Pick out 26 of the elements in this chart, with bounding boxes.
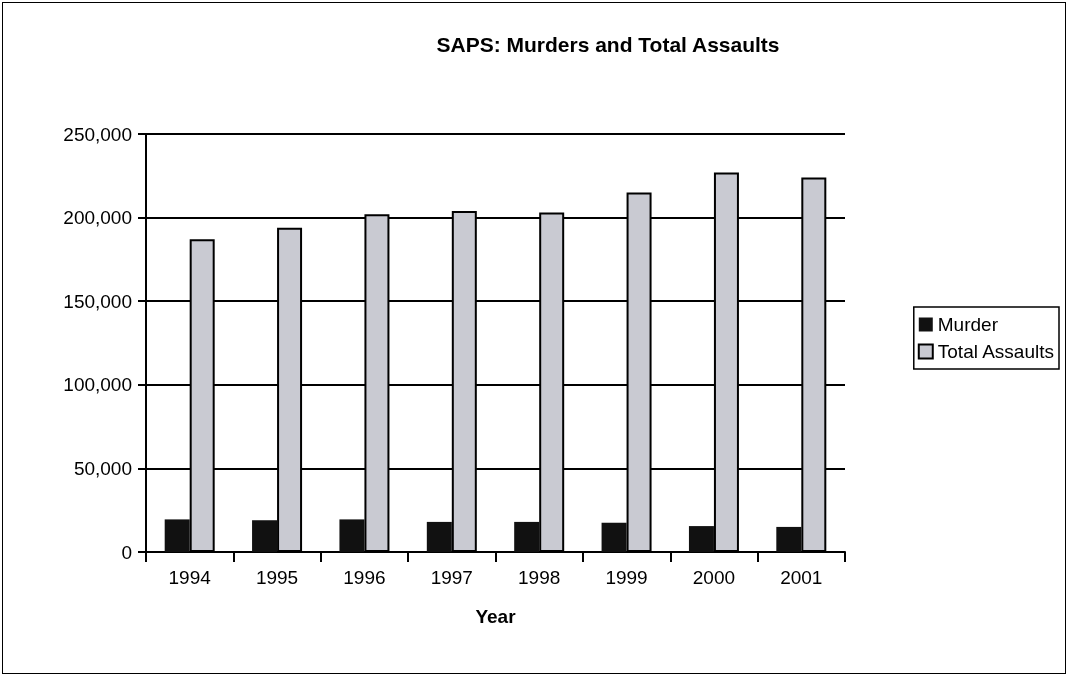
x-tick-label: 1999 [605, 567, 648, 588]
x-tick-label: 1996 [343, 567, 386, 588]
x-axis-title: Year [475, 606, 517, 627]
legend-label: Total Assaults [937, 341, 1054, 362]
x-tick-label: 2000 [692, 567, 736, 588]
bar [688, 526, 714, 552]
chart-title: SAPS: Murders and Total Assaults [436, 33, 780, 56]
y-tick-label: 250,000 [63, 123, 132, 145]
x-tick-label: 2001 [780, 567, 823, 588]
y-tick-label: 150,000 [63, 290, 132, 312]
y-tick-label: 100,000 [63, 374, 132, 396]
x-tick-label: 1994 [168, 567, 212, 588]
x-tick-label: 1997 [430, 567, 473, 588]
bar [339, 519, 365, 552]
bar [776, 526, 802, 552]
bar [252, 520, 278, 552]
y-tick-label: 50,000 [73, 457, 132, 479]
bar [164, 519, 190, 552]
y-tick-label: 0 [121, 541, 132, 563]
bar [426, 521, 452, 552]
x-tick-label: 1995 [255, 567, 299, 588]
bar [514, 521, 540, 552]
y-tick-label: 200,000 [63, 207, 132, 229]
x-tick-label: 1998 [518, 567, 561, 588]
bar [601, 522, 627, 552]
legend-label: Murder [937, 314, 999, 335]
